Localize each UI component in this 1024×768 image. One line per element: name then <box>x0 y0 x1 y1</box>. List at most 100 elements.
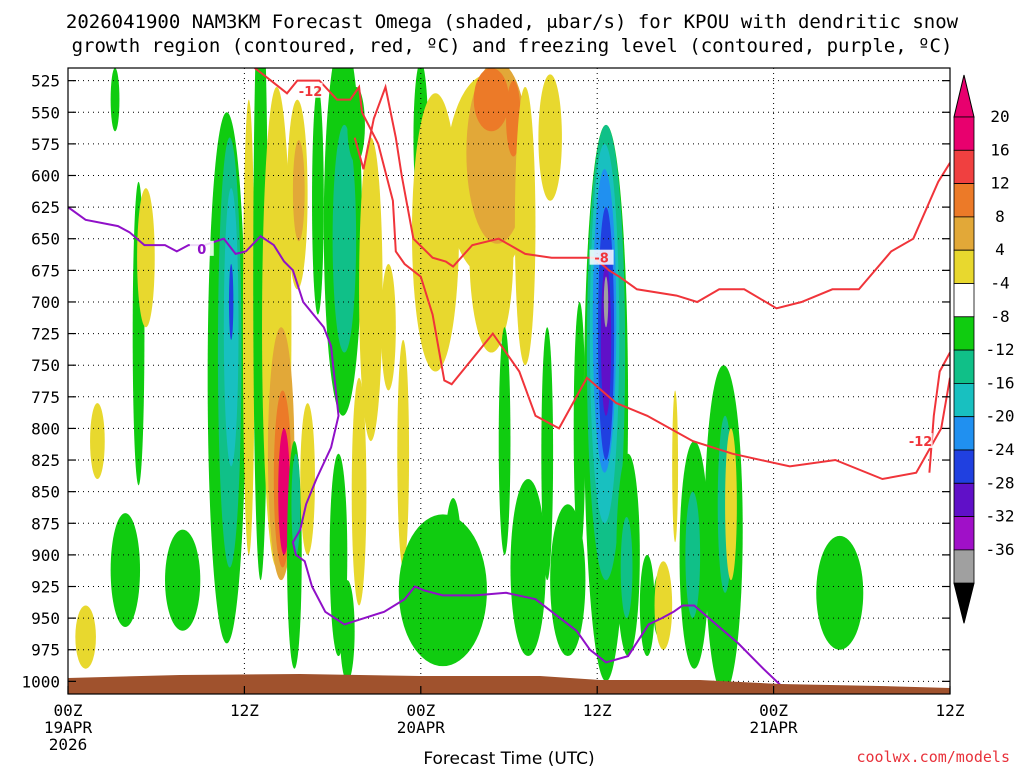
colorbar-label-0: 20 <box>990 107 1009 126</box>
colorbar-label-13: -36 <box>986 540 1015 559</box>
omega-shade-43 <box>498 327 511 555</box>
ytick-label-575: 575 <box>31 135 60 154</box>
colorbar-bin-3 <box>953 216 975 251</box>
omega-shade-10 <box>228 264 234 340</box>
colorbar-label-5: -4 <box>990 274 1009 293</box>
omega-shade-18 <box>292 140 305 242</box>
colorbar-bin-9 <box>953 416 975 451</box>
omega-shade-58 <box>639 554 655 657</box>
omega-shade-11 <box>242 99 255 555</box>
colorbar-label-1: 16 <box>990 140 1009 159</box>
colorbar-label-3: 8 <box>995 207 1005 226</box>
temperature-contours: -12 -8 -12 0 <box>68 68 950 694</box>
omega-shade-41 <box>514 86 536 366</box>
chart-title-line2: growth region (contoured, red, ºC) and f… <box>72 35 953 57</box>
colorbar-label-6: -8 <box>990 307 1009 326</box>
colorbar-bin-4 <box>953 249 975 284</box>
colorbar-label-12: -32 <box>986 507 1015 526</box>
red-contour-middle-label-bg <box>589 249 614 265</box>
omega-shade-0 <box>75 605 96 669</box>
ytick-label-950: 950 <box>31 609 60 628</box>
omega-shade-39 <box>473 68 509 132</box>
omega-shade-57 <box>620 516 633 619</box>
colorbar-bin-6 <box>953 316 975 351</box>
colorbar-bin-8 <box>953 382 975 418</box>
omega-shade-29 <box>359 137 383 442</box>
omega-shade-6 <box>110 68 120 132</box>
colorbar-bin-1 <box>953 149 975 185</box>
colorbar-label-4: 4 <box>995 240 1005 259</box>
omega-shade-16 <box>278 428 290 555</box>
ytick-label-750: 750 <box>31 356 60 375</box>
omega-shade-47 <box>573 301 586 555</box>
ytick-label-675: 675 <box>31 261 60 280</box>
xtick-label-36-1: 12Z <box>583 701 612 720</box>
ytick-label-725: 725 <box>31 325 60 344</box>
red-contour-middle-label: -8 <box>594 252 608 267</box>
omega-shade-61 <box>672 390 679 543</box>
omega-shade-34 <box>444 497 462 638</box>
colorbar-label-11: -28 <box>986 473 1015 492</box>
credit-text: coolwx.com/models <box>856 748 1010 766</box>
xtick-label-60-1: 12Z <box>936 701 965 720</box>
omega-shade-30 <box>381 264 396 391</box>
colorbar-bottom-arrow <box>953 582 975 624</box>
purple-freezing-level-label: 0 <box>197 243 206 258</box>
xtick-label-0-2: 19APR <box>44 718 93 737</box>
colorbar-label-7: -12 <box>986 340 1015 359</box>
ytick-label-1000: 1000 <box>21 672 60 691</box>
ytick-label-650: 650 <box>31 230 60 249</box>
xtick-label-0-1: 00Z <box>54 701 83 720</box>
omega-shade-24 <box>332 124 357 353</box>
ytick-label-975: 975 <box>31 641 60 660</box>
omega-shade-66 <box>725 428 737 581</box>
omega-shade-31 <box>397 339 410 568</box>
ytick-label-875: 875 <box>31 514 60 533</box>
ytick-label-600: 600 <box>31 166 60 185</box>
purple-freezing-level-label-bg <box>189 240 214 256</box>
ytick-label-900: 900 <box>31 546 60 565</box>
omega-shade-5 <box>165 529 201 631</box>
xtick-label-48-1: 00Z <box>759 701 788 720</box>
xtick-label-24-1: 00Z <box>406 701 435 720</box>
purple-freezing-level <box>68 206 792 694</box>
xtick-label-48-2: 21APR <box>750 718 799 737</box>
ytick-label-775: 775 <box>31 388 60 407</box>
omega-shade-63 <box>685 491 701 619</box>
ytick-label-850: 850 <box>31 483 60 502</box>
ytick-label-825: 825 <box>31 451 60 470</box>
colorbar-label-9: -20 <box>986 407 1015 426</box>
omega-shade-55 <box>603 276 609 328</box>
colorbar-label-8: -16 <box>986 373 1015 392</box>
terrain-ground <box>68 674 950 694</box>
omega-shade-44 <box>510 479 546 657</box>
ytick-label-625: 625 <box>31 198 60 217</box>
omega-shade-1 <box>90 403 105 480</box>
red-contour-lower-label-bg <box>908 433 933 449</box>
ytick-label-525: 525 <box>31 72 60 91</box>
omega-shade-26 <box>339 580 355 682</box>
chart-title-line1: 2026041900 NAM3KM Forecast Omega (shaded… <box>66 11 959 33</box>
red-contour-upper <box>254 68 950 481</box>
colorbar-bin-2 <box>953 183 975 218</box>
red-contour-lower-label: -12 <box>909 435 933 450</box>
red-contour-upper-label-bg <box>298 82 323 98</box>
ytick-label-700: 700 <box>31 293 60 312</box>
colorbar-bin-12 <box>953 516 975 551</box>
colorbar-bin-5 <box>953 283 975 318</box>
xtick-label-0-3: 2026 <box>49 735 88 754</box>
pressure-axis: 525 550 575 600 625 650 675 700 725 750 775 800 825 8… <box>21 72 950 691</box>
colorbar-bin-11 <box>953 482 975 517</box>
omega-shade-22 <box>312 86 324 315</box>
colorbar-label-2: 12 <box>990 174 1009 193</box>
colorbar-top-arrow <box>953 74 975 118</box>
colorbar-bin-0 <box>953 116 975 151</box>
colorbar-label-10: -24 <box>986 440 1015 459</box>
colorbar-bin-7 <box>953 349 975 384</box>
omega-shade-20 <box>291 453 301 555</box>
omega-shade-2 <box>110 513 141 627</box>
ytick-label-550: 550 <box>31 103 60 122</box>
omega-shade-67 <box>816 535 864 650</box>
